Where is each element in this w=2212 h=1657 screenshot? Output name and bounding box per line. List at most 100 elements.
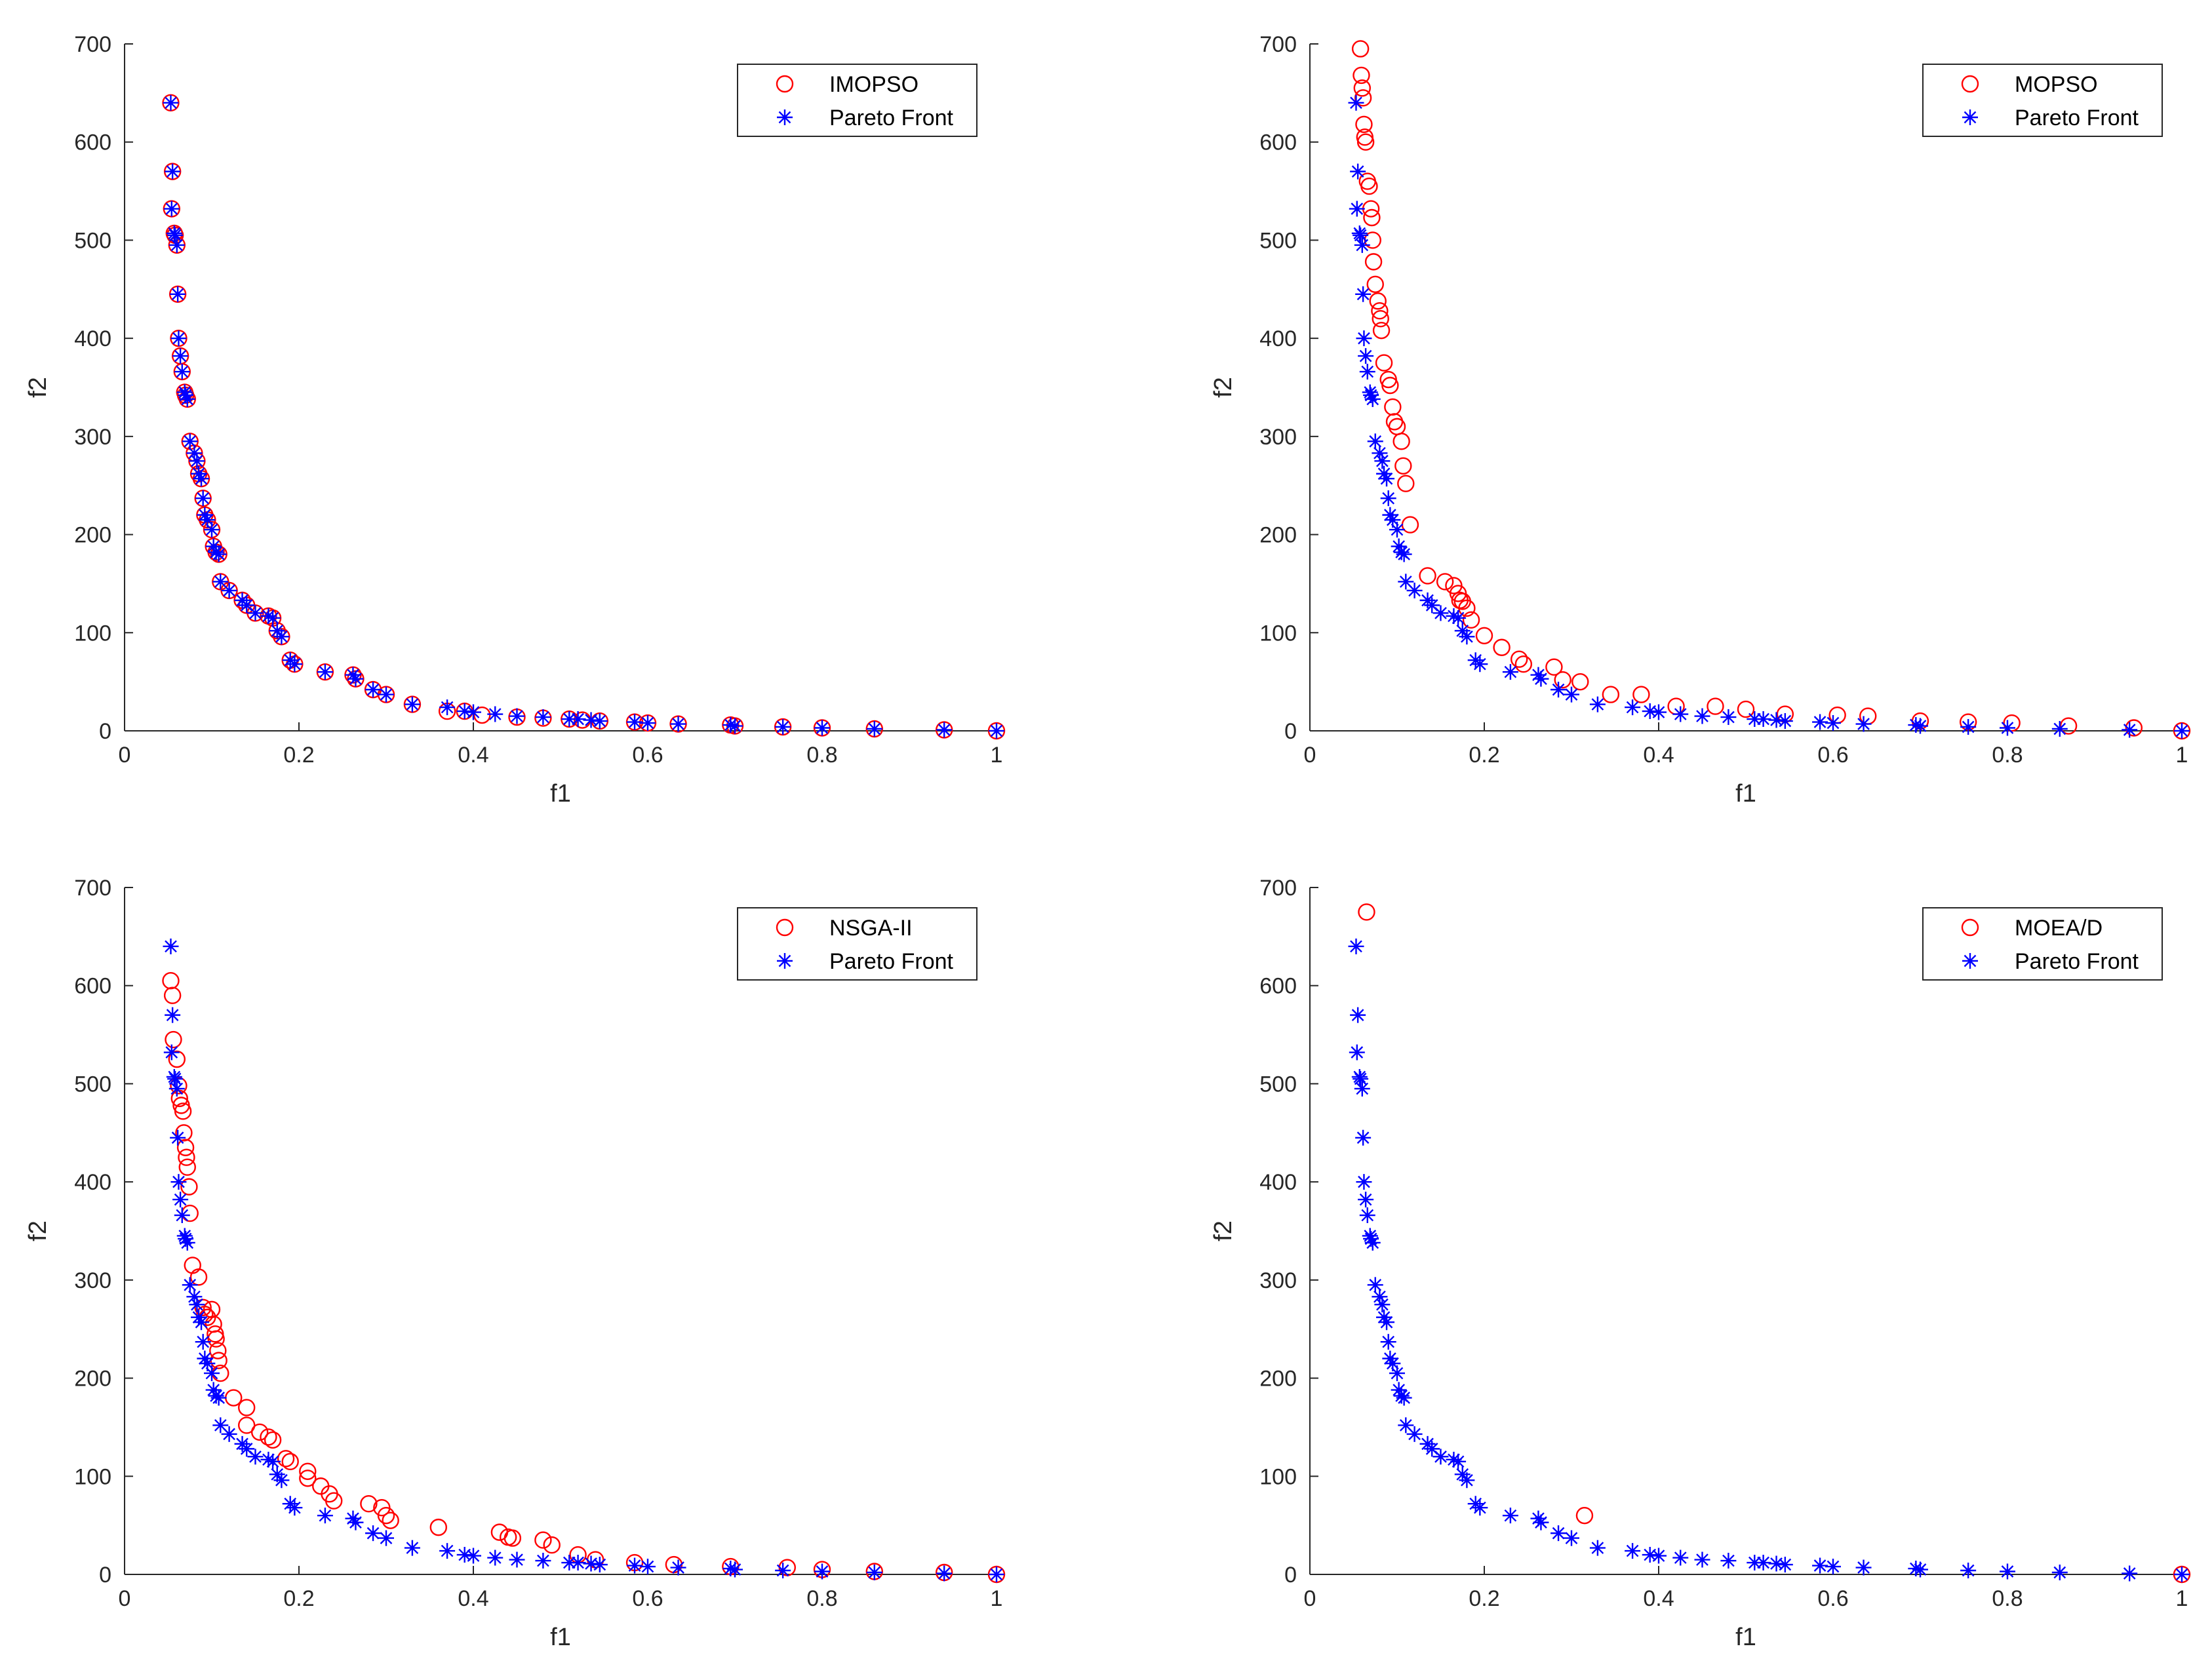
asterisk-point: [1533, 671, 1549, 687]
legend-label: MOPSO: [2015, 72, 2098, 97]
asterisk-point: [1694, 708, 1710, 724]
legend-box: [1922, 64, 2163, 137]
circle-point: [184, 1257, 201, 1274]
y-tick-label: 0: [99, 719, 111, 744]
asterisk-point: [191, 1309, 207, 1325]
x-tick-label: 0.4: [458, 743, 488, 768]
asterisk-point: [317, 1508, 333, 1524]
legend-label: IMOPSO: [829, 72, 918, 97]
circle-point: [1514, 655, 1533, 673]
x-axis-label: f1: [1735, 780, 1756, 808]
asterisk-point: [722, 1561, 739, 1577]
circle-point: [178, 1148, 195, 1166]
circle-point: [2125, 719, 2143, 737]
asterisk-point: [1625, 699, 1641, 716]
asterisk-point: [1755, 1555, 1771, 1571]
circle-point: [504, 1529, 522, 1547]
asterisk-point: [2122, 1565, 2138, 1582]
legend-circle-icon: [776, 75, 794, 93]
asterisk-point: [195, 490, 211, 507]
legend: MOPSO Pareto Front: [1922, 64, 2163, 137]
x-tick-label: 0.2: [1469, 1586, 1499, 1611]
circle-point: [665, 1555, 683, 1574]
circle-point: [299, 1462, 317, 1481]
asterisk-point: [1533, 1514, 1549, 1530]
asterisk-point: [365, 682, 382, 698]
circle-point: [1354, 89, 1372, 107]
asterisk-point: [2122, 722, 2138, 738]
y-tick-label: 600: [74, 974, 111, 999]
asterisk-point: [561, 711, 578, 728]
circle-point: [162, 972, 180, 990]
legend: IMOPSO Pareto Front: [737, 64, 978, 137]
circle-point: [1363, 208, 1381, 227]
asterisk-point: [1625, 1543, 1641, 1559]
y-tick-label: 400: [74, 326, 111, 351]
asterisk-point: [1564, 1530, 1579, 1546]
asterisk-point: [174, 1207, 190, 1224]
series-mopso: [1351, 40, 2191, 740]
circle-point: [1602, 686, 1620, 703]
y-tick-label: 600: [74, 130, 111, 155]
asterisk-point: [2174, 723, 2190, 739]
asterisk-point: [1382, 507, 1398, 523]
asterisk-point: [1367, 433, 1383, 450]
asterisk-point: [163, 938, 179, 954]
circle-point: [1632, 686, 1650, 703]
x-tick-label: 0.6: [632, 1586, 663, 1611]
circle-point: [1392, 433, 1410, 450]
asterisk-point: [205, 1382, 222, 1398]
asterisk-point: [378, 1530, 394, 1546]
asterisk-point: [1432, 605, 1449, 621]
x-tick-label: 0.4: [1643, 1586, 1674, 1611]
legend-label: Pareto Front: [829, 949, 954, 974]
x-tick-label: 0.6: [632, 743, 663, 768]
asterisk-point: [1812, 714, 1828, 730]
asterisk-point: [189, 453, 205, 469]
circle-point: [250, 1423, 269, 1441]
asterisk-point: [1459, 1472, 1475, 1489]
asterisk-point: [591, 1557, 608, 1573]
asterisk-point: [1960, 719, 1977, 735]
asterisk-point: [365, 1525, 382, 1542]
asterisk-point: [1446, 608, 1462, 624]
asterisk-point: [404, 696, 420, 712]
asterisk-point: [347, 671, 364, 687]
asterisk-point: [1376, 465, 1392, 482]
asterisk-point: [1825, 1559, 1841, 1575]
asterisk-point: [1382, 1350, 1398, 1367]
subplot-3: 0 0.2 0.4 0.6 0.8 1 0 100 200 300 400 500 600 700 f1 f2…: [24, 876, 1006, 1651]
circle-point: [194, 1298, 212, 1316]
y-tick-label: 0: [99, 1563, 111, 1588]
asterisk-point: [583, 1555, 599, 1572]
asterisk-point: [1356, 1174, 1372, 1190]
asterisk-point: [1589, 1540, 1606, 1556]
circle-point: [1384, 398, 1402, 416]
circle-point: [360, 1495, 378, 1513]
circle-point: [1493, 638, 1511, 656]
asterisk-point: [1348, 94, 1364, 111]
x-tick-label: 0.8: [1992, 743, 2023, 768]
x-axis-label: f1: [550, 1624, 571, 1651]
asterisk-point: [265, 610, 281, 626]
asterisk-point: [170, 330, 187, 347]
circle-point: [163, 986, 182, 1004]
x-tick-label: 1: [2176, 1586, 2188, 1611]
asterisk-point: [727, 1561, 743, 1578]
circle-point: [281, 1452, 299, 1471]
asterisk-point: [1720, 709, 1737, 726]
asterisk-point: [210, 1390, 227, 1406]
asterisk-point: [286, 1500, 303, 1516]
circle-point: [382, 1511, 399, 1529]
asterisk-point: [1651, 704, 1667, 720]
x-tick-label: 0: [1304, 743, 1316, 768]
circle-point: [377, 1506, 395, 1525]
asterisk-point: [1812, 1557, 1828, 1574]
circle-point: [1388, 418, 1406, 436]
circle-point: [543, 1536, 561, 1554]
circle-point: [534, 1531, 552, 1549]
series-nsga-ii: [162, 972, 1006, 1584]
y-tick-label: 100: [1259, 1464, 1297, 1489]
asterisk-point: [1550, 1525, 1567, 1542]
asterisk-point: [1777, 713, 1793, 730]
